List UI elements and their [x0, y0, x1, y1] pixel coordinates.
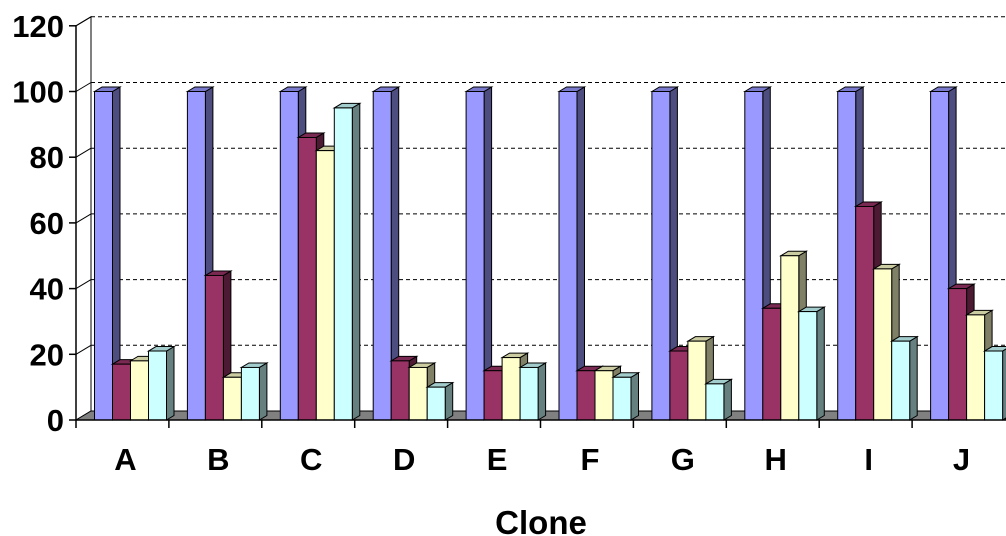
bar-front [94, 91, 113, 421]
bar [332, 102, 362, 421]
bar-front [705, 383, 725, 421]
y-tick-label: 120 [12, 9, 64, 44]
bar-front [501, 357, 521, 421]
bar [650, 86, 680, 421]
bar-front [426, 386, 446, 421]
bar-side [258, 362, 268, 421]
bar-front [372, 91, 392, 421]
x-tick-label: H [765, 442, 787, 477]
gridline-side [75, 16, 92, 27]
tick-labels: 0 20 40 60 80 100 120 A B C D E F G H I J [12, 9, 970, 477]
bar-front [687, 340, 707, 421]
bar-front [558, 91, 578, 421]
gridline-side [75, 344, 92, 355]
bar [239, 362, 269, 421]
bar-front [855, 205, 875, 421]
bar-front [519, 366, 539, 421]
gridline-side [75, 213, 92, 224]
x-tick-label: J [953, 442, 970, 477]
bar-front [651, 91, 671, 421]
bar-front [333, 107, 353, 421]
bar-side [1002, 348, 1006, 421]
bar [796, 306, 827, 421]
bar-front [762, 307, 782, 421]
x-tick-label: B [207, 442, 229, 477]
x-tick-label: G [671, 442, 695, 477]
bar [889, 335, 920, 421]
bar-side [444, 381, 454, 421]
bar-front [112, 363, 131, 421]
bar-front [390, 360, 410, 421]
bar-front [576, 370, 596, 421]
bar-front [837, 91, 857, 421]
axes [69, 25, 1006, 428]
x-tick-label: D [393, 442, 415, 477]
y-tick-label: 60 [30, 206, 64, 241]
bar-front [240, 366, 260, 421]
x-tick-label: A [114, 442, 136, 477]
bar-front [873, 268, 893, 421]
y-tick-label: 100 [12, 75, 64, 110]
bar-front [130, 360, 149, 421]
gridline-side [75, 147, 92, 158]
bar-front [186, 91, 206, 421]
bar-front [612, 376, 632, 421]
bar-side [816, 306, 825, 421]
bar-front [148, 350, 167, 421]
bar-front [594, 370, 614, 421]
bar-side [351, 102, 361, 421]
bar-front [408, 366, 428, 421]
bar-front [930, 91, 950, 421]
bar-side [537, 362, 547, 421]
bar-side [723, 378, 732, 421]
y-tick-label: 40 [30, 272, 64, 307]
bar [704, 378, 734, 421]
bar-front [948, 288, 968, 421]
bar [146, 345, 176, 421]
y-tick-label: 0 [47, 403, 64, 438]
gridlines [75, 16, 1006, 355]
y-tick-label: 80 [30, 140, 64, 175]
bar-front [669, 350, 689, 421]
bar-front [465, 91, 485, 421]
bar-front [483, 370, 503, 421]
bar-front [780, 255, 800, 421]
y-tick-label: 20 [30, 337, 64, 372]
bar-front [984, 350, 1004, 421]
gridline-side [75, 82, 92, 92]
bar-front [297, 136, 317, 421]
x-tick-label: I [864, 442, 873, 477]
bar-side [909, 335, 918, 421]
x-tick-label: F [580, 442, 599, 477]
bar [464, 86, 494, 421]
bar [518, 362, 548, 421]
bar [982, 346, 1006, 421]
bar [371, 86, 401, 421]
bar-front [204, 274, 224, 421]
bar [92, 86, 122, 421]
bar [425, 381, 455, 421]
bar-front [315, 150, 335, 421]
bar-front [966, 314, 986, 421]
bar-front [891, 340, 911, 421]
bar-front [279, 91, 299, 421]
x-tick-label: E [487, 442, 508, 477]
bar [928, 86, 958, 421]
bar-side [630, 371, 639, 421]
bars [92, 86, 1006, 421]
bar-side [166, 345, 175, 421]
gridline-side [75, 279, 92, 290]
bar-front [798, 311, 818, 421]
bar-front [744, 91, 764, 421]
x-tick-label: C [300, 442, 322, 477]
x-axis-title: Clone [495, 504, 587, 536]
bar-front [222, 376, 242, 421]
bar [611, 371, 641, 421]
